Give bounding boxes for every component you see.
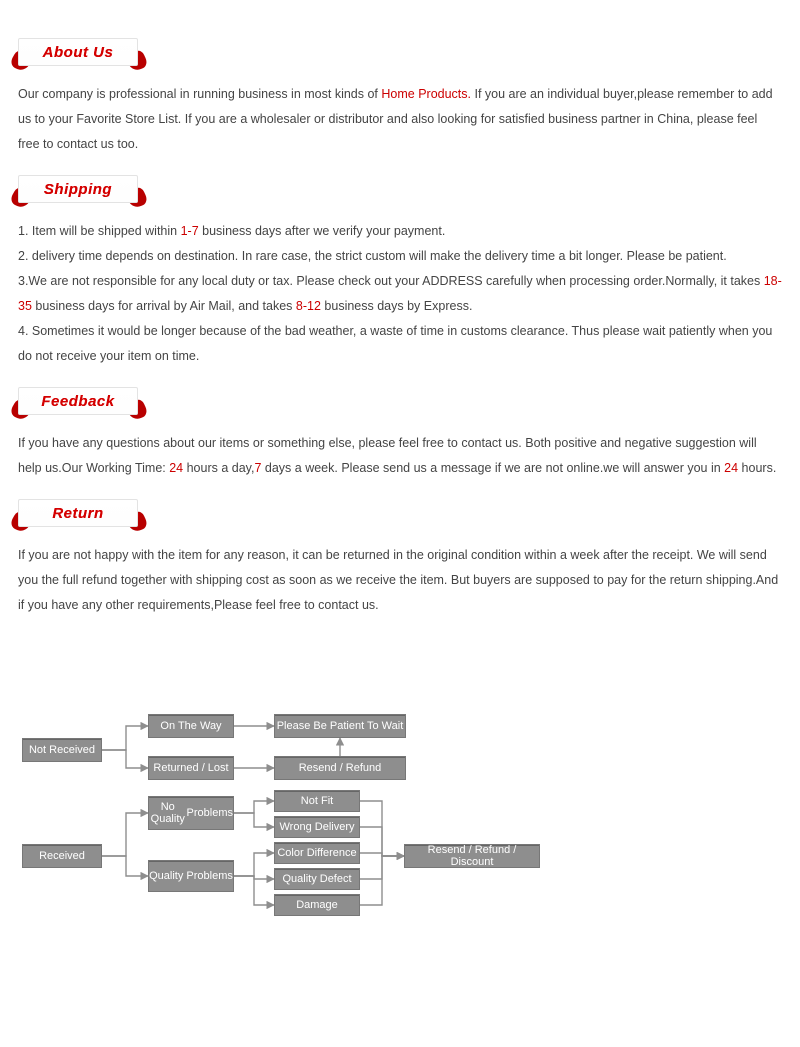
return-heading: Return: [18, 499, 148, 531]
flow-node-patient: Please Be Patient To Wait: [274, 714, 406, 738]
flow-node-ret_lost: Returned / Lost: [148, 756, 234, 780]
flow-node-damage: Damage: [274, 894, 360, 916]
flow-node-defect: Quality Defect: [274, 868, 360, 890]
return-flowchart: Not Received On The Way Returned / Lost Ple…: [18, 708, 578, 938]
shipping-heading-label: Shipping: [44, 181, 112, 198]
flow-node-received: Received: [22, 844, 102, 868]
flow-node-notfit: Not Fit: [274, 790, 360, 812]
flow-node-qual: Quality Problems: [148, 860, 234, 892]
flow-node-resend1: Resend / Refund: [274, 756, 406, 780]
flow-node-on_way: On The Way: [148, 714, 234, 738]
shipping-text: 1. Item will be shipped within 1-7 busin…: [18, 219, 782, 369]
flow-node-rrd: Resend / Refund / Discount: [404, 844, 540, 868]
feedback-heading-label: Feedback: [41, 393, 114, 410]
about-us-heading: About Us: [18, 38, 148, 70]
feedback-text: If you have any questions about our item…: [18, 431, 782, 481]
return-text: If you are not happy with the item for a…: [18, 543, 782, 618]
about-us-text: Our company is professional in running b…: [18, 82, 782, 157]
about-us-heading-label: About Us: [43, 44, 114, 61]
flow-node-noqual: No QualityProblems: [148, 796, 234, 830]
shipping-heading: Shipping: [18, 175, 148, 207]
return-heading-label: Return: [52, 505, 103, 522]
flow-node-wrong: Wrong Delivery: [274, 816, 360, 838]
flow-node-colordiff: Color Difference: [274, 842, 360, 864]
feedback-heading: Feedback: [18, 387, 148, 419]
flow-node-not_received: Not Received: [22, 738, 102, 762]
